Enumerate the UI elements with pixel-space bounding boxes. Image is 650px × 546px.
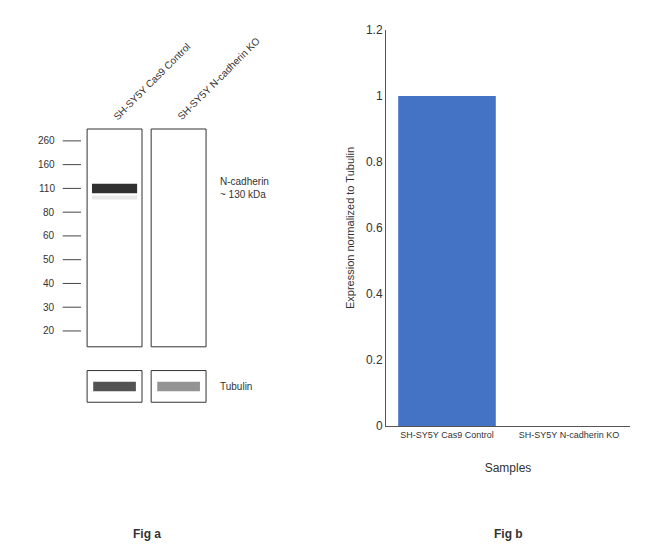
svg-text:SH-SY5Y Cas9 Control: SH-SY5Y Cas9 Control bbox=[111, 41, 192, 122]
svg-text:1: 1 bbox=[376, 89, 383, 103]
svg-text:0.4: 0.4 bbox=[366, 287, 383, 301]
svg-text:Fig a: Fig a bbox=[133, 527, 161, 541]
svg-text:0.2: 0.2 bbox=[366, 353, 383, 367]
svg-text:Tubulin: Tubulin bbox=[220, 381, 252, 392]
svg-text:0.6: 0.6 bbox=[366, 221, 383, 235]
svg-text:40: 40 bbox=[43, 278, 55, 289]
svg-text:30: 30 bbox=[43, 302, 55, 313]
svg-text:0.8: 0.8 bbox=[366, 155, 383, 169]
svg-text:SH-SY5Y N-cadherin KO: SH-SY5Y N-cadherin KO bbox=[519, 430, 619, 440]
svg-text:80: 80 bbox=[43, 207, 55, 218]
svg-text:Expression normalized to Tubul: Expression normalized to Tubulin bbox=[344, 147, 356, 309]
svg-text:50: 50 bbox=[43, 254, 55, 265]
svg-text:160: 160 bbox=[38, 159, 55, 170]
svg-text:SH-SY5Y N-cadherin KO: SH-SY5Y N-cadherin KO bbox=[175, 35, 262, 122]
svg-text:SH-SY5Y Cas9 Control: SH-SY5Y Cas9 Control bbox=[400, 430, 493, 440]
svg-text:Fig b: Fig b bbox=[494, 527, 523, 541]
svg-text:1.2: 1.2 bbox=[366, 23, 383, 37]
svg-text:N-cadherin~ 130 kDa: N-cadherin~ 130 kDa bbox=[220, 176, 269, 200]
svg-text:0: 0 bbox=[376, 419, 383, 433]
svg-text:260: 260 bbox=[38, 135, 55, 146]
svg-text:110: 110 bbox=[39, 183, 55, 194]
svg-text:Samples: Samples bbox=[485, 461, 532, 475]
svg-text:60: 60 bbox=[43, 230, 55, 241]
svg-text:20: 20 bbox=[43, 325, 55, 336]
